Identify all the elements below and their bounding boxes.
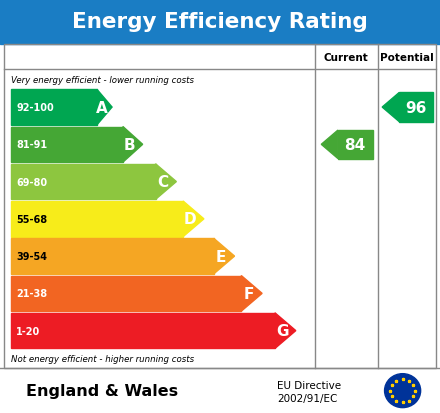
Bar bbox=[0, 0, 440, 45]
Polygon shape bbox=[241, 276, 262, 311]
Text: Very energy efficient - lower running costs: Very energy efficient - lower running co… bbox=[11, 76, 194, 85]
Polygon shape bbox=[123, 127, 143, 163]
Polygon shape bbox=[382, 93, 399, 122]
Text: Potential: Potential bbox=[380, 52, 433, 62]
Bar bbox=[11, 202, 183, 237]
Bar bbox=[11, 313, 275, 349]
Polygon shape bbox=[97, 90, 112, 126]
Text: 2002/91/EC: 2002/91/EC bbox=[277, 393, 337, 403]
Text: C: C bbox=[157, 175, 169, 190]
Polygon shape bbox=[275, 313, 296, 349]
Text: 21-38: 21-38 bbox=[16, 289, 48, 299]
Text: F: F bbox=[243, 286, 254, 301]
Text: Not energy efficient - higher running costs: Not energy efficient - higher running co… bbox=[11, 354, 194, 363]
Bar bbox=[4, 45, 436, 368]
Text: 69-80: 69-80 bbox=[16, 177, 48, 187]
Text: 81-91: 81-91 bbox=[16, 140, 48, 150]
Bar bbox=[11, 276, 241, 311]
Polygon shape bbox=[321, 131, 338, 159]
Text: E: E bbox=[216, 249, 226, 264]
Bar bbox=[338, 131, 373, 159]
Bar bbox=[11, 164, 156, 200]
Text: G: G bbox=[276, 323, 289, 338]
Text: Energy Efficiency Rating: Energy Efficiency Rating bbox=[72, 12, 368, 32]
Text: B: B bbox=[124, 138, 136, 152]
Polygon shape bbox=[156, 164, 176, 200]
Polygon shape bbox=[183, 202, 204, 237]
Polygon shape bbox=[214, 239, 235, 274]
Text: England & Wales: England & Wales bbox=[26, 383, 179, 398]
Text: 39-54: 39-54 bbox=[16, 252, 47, 261]
Bar bbox=[11, 127, 123, 163]
Text: A: A bbox=[96, 100, 108, 115]
Bar bbox=[399, 93, 433, 122]
Bar bbox=[11, 239, 214, 274]
Text: 92-100: 92-100 bbox=[16, 103, 54, 113]
Text: Current: Current bbox=[324, 52, 369, 62]
Text: 55-68: 55-68 bbox=[16, 214, 48, 224]
Bar bbox=[0, 368, 440, 413]
Text: 96: 96 bbox=[406, 100, 427, 115]
Text: 84: 84 bbox=[345, 138, 366, 152]
Text: 1-20: 1-20 bbox=[16, 326, 40, 336]
Circle shape bbox=[385, 374, 421, 408]
Bar bbox=[11, 90, 97, 126]
Text: EU Directive: EU Directive bbox=[277, 380, 341, 390]
Text: D: D bbox=[184, 212, 197, 227]
